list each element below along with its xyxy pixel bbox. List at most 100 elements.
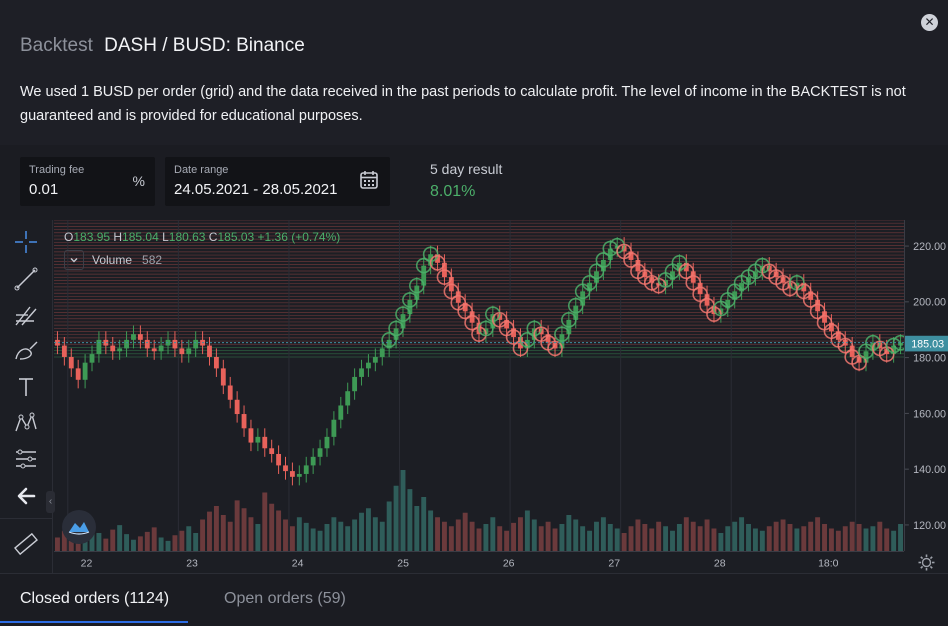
candle-body: [117, 348, 123, 352]
volume-bar: [241, 508, 247, 551]
pitchfork-icon[interactable]: [12, 301, 40, 329]
buy-order-marker: [554, 326, 570, 342]
candle-body: [594, 271, 599, 283]
price-axis[interactable]: 220.00 200.00 180.00 160.00 140.00 120.00 185.…: [904, 220, 948, 551]
trading-fee-field[interactable]: Trading fee 0.01 %: [20, 157, 155, 206]
time-tick-label: 22: [81, 557, 93, 569]
candle-body: [725, 299, 731, 309]
close-button[interactable]: ✕: [921, 14, 938, 31]
volume-bar: [663, 526, 669, 551]
candle-body: [151, 348, 157, 352]
volume-bar: [870, 526, 876, 551]
orders-tabs: Closed orders (1124) Open orders (59): [0, 573, 948, 626]
fib-icon[interactable]: [12, 445, 40, 473]
candle-body: [545, 334, 551, 343]
candle-body: [435, 254, 440, 263]
trend-line-icon[interactable]: [12, 265, 40, 293]
date-range-value[interactable]: 24.05.2021 - 28.05.2021: [174, 181, 338, 198]
price-tick-label: 120.00: [913, 520, 946, 532]
crosshair-icon[interactable]: [12, 228, 40, 256]
candle-body: [172, 339, 178, 349]
volume-bar: [296, 517, 302, 551]
volume-bar: [877, 521, 883, 551]
result-label: 5 day result: [430, 161, 503, 177]
candle-body: [110, 345, 116, 352]
volume-bar: [455, 519, 461, 551]
volume-value: 582: [142, 253, 163, 267]
volume-bar: [725, 526, 731, 551]
volume-bar: [393, 485, 399, 551]
volume-bar: [545, 521, 551, 551]
volume-bar: [262, 492, 268, 551]
trading-fee-value[interactable]: 0.01: [29, 181, 59, 198]
date-range-field[interactable]: Date range 24.05.2021 - 28.05.2021: [165, 157, 390, 206]
volume-bar: [828, 528, 834, 551]
time-axis[interactable]: 22 23 24 25 26 27 28 18:0: [54, 551, 904, 573]
text-tool-icon[interactable]: [12, 373, 40, 401]
volume-bar: [670, 530, 675, 551]
candle-body: [165, 339, 171, 346]
volume-bar: [746, 524, 751, 551]
pattern-icon[interactable]: [12, 409, 40, 437]
volume-bar: [55, 537, 60, 551]
page-title: Backtest DASH / BUSD: Binance: [20, 35, 305, 57]
sell-order-marker: [436, 269, 453, 285]
time-tick-label: 25: [397, 557, 409, 569]
current-price-label: 185.03: [911, 338, 944, 350]
volume-bar: [435, 517, 440, 551]
chart-logo-icon[interactable]: [62, 510, 96, 544]
volume-bar: [414, 506, 420, 551]
candle-body: [504, 319, 510, 329]
chart-area[interactable]: ‹ 220.00 200.00 180.00 160.00 140.00 120.00 18…: [0, 220, 948, 573]
chevron-down-icon[interactable]: [64, 250, 84, 270]
buy-order-marker: [409, 277, 425, 294]
volume-bar: [511, 522, 517, 551]
candle-body: [82, 362, 88, 380]
volume-bar: [573, 519, 579, 551]
time-tick-label: 28: [714, 557, 726, 569]
volume-bar: [594, 521, 599, 551]
tab-closed-orders[interactable]: Closed orders (1124): [20, 590, 170, 607]
buy-order-marker: [885, 337, 902, 354]
sell-order-marker: [443, 283, 460, 300]
collapse-toolbar-button[interactable]: ‹: [46, 491, 55, 513]
candle-body: [227, 385, 233, 400]
volume-bar: [151, 527, 157, 551]
candle-body: [891, 345, 897, 355]
price-tick-label: 180.00: [913, 353, 946, 365]
volume-bar: [289, 526, 295, 551]
candle-body: [379, 348, 385, 357]
volume-bar: [635, 519, 641, 551]
candle-body: [96, 339, 102, 355]
volume-bar: [649, 528, 655, 551]
price-chart[interactable]: [54, 220, 904, 551]
chart-settings-icon[interactable]: [918, 554, 935, 571]
ruler-icon[interactable]: [12, 530, 40, 558]
calendar-icon[interactable]: [360, 170, 378, 189]
candle-body: [704, 294, 710, 306]
tab-open-orders[interactable]: Open orders (59): [224, 590, 346, 607]
candle-body: [124, 339, 129, 349]
volume-bar: [441, 521, 447, 551]
volume-bar: [538, 526, 544, 551]
price-tick-label: 200.00: [913, 297, 946, 309]
candle-body: [835, 331, 841, 340]
volume-bar: [815, 517, 821, 551]
back-arrow-icon[interactable]: [12, 482, 40, 510]
brush-icon[interactable]: [12, 337, 40, 365]
volume-bar: [504, 530, 510, 551]
volume-bar: [359, 512, 364, 551]
candle-body: [359, 368, 364, 377]
sell-order-marker: [851, 354, 867, 371]
candle-body: [372, 356, 378, 363]
time-tick-label: 23: [186, 557, 198, 569]
buy-order-marker: [595, 252, 612, 268]
volume-bar: [421, 497, 427, 551]
drawing-toolbar: [0, 220, 53, 573]
result-value: 8.01%: [430, 183, 476, 200]
candle-body: [144, 339, 150, 349]
volume-bar: [207, 511, 212, 551]
sell-order-marker: [457, 303, 473, 320]
sell-order-marker: [429, 255, 446, 271]
candle-body: [587, 282, 592, 292]
